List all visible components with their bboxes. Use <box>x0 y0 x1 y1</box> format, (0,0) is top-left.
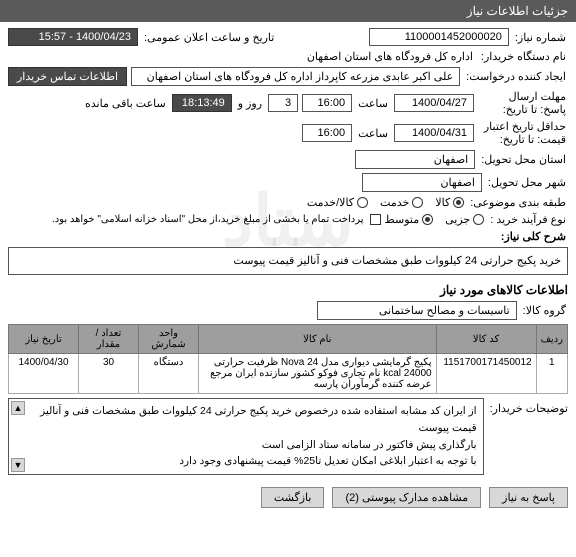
desc-value: خرید پکیج حرارتی 24 کیلووات طبق مشخصات ف… <box>233 255 561 267</box>
buyer-note-line-3: با توجه به اعتبار ابلاغی امکان تعدیل تا2… <box>29 453 477 470</box>
section-header: جزئیات اطلاعات نیاز <box>0 0 576 22</box>
category-radio-group: کالا خدمت کالا/خدمت <box>307 196 464 209</box>
process-radio-group: جزیی متوسط <box>385 213 485 226</box>
col-unit: واحد شمارش <box>139 325 199 354</box>
cell-name: پکیج گرمایشی دیواری مدل Nova 24 ظرفیت حر… <box>199 354 437 394</box>
radio-mid-icon <box>422 214 433 225</box>
col-code: کد کالا <box>436 325 536 354</box>
need-number-label: شماره نیاز: <box>513 31 568 44</box>
back-button[interactable]: بازگشت <box>261 487 325 508</box>
creator-label: ایجاد کننده درخواست: <box>464 70 568 83</box>
process-note: پرداخت تمام یا بخشی از مبلغ خرید،از محل … <box>50 214 366 225</box>
time-label-2: ساعت <box>356 127 390 140</box>
cell-index: 1 <box>536 354 567 394</box>
desc-box: خرید پکیج حرارتی 24 کیلووات طبق مشخصات ف… <box>8 247 568 275</box>
radio-low-label: جزیی <box>445 213 470 226</box>
radio-mid-label: متوسط <box>385 213 420 226</box>
remain-time: 18:13:49 <box>172 94 232 112</box>
radio-low-icon <box>473 214 484 225</box>
radio-goods[interactable]: کالا <box>435 196 464 209</box>
remain-suffix: ساعت باقی مانده <box>83 97 168 110</box>
buyer-org-value: اداره کل فرودگاه های استان اصفهان <box>305 50 475 63</box>
col-date: تاریخ نیاز <box>9 325 79 354</box>
group-label: گروه کالا: <box>521 304 568 317</box>
city-value: اصفهان <box>362 173 482 192</box>
scroll-up-icon[interactable]: ▲ <box>11 401 25 415</box>
buyer-notes-label: توضیحات خریدار: <box>490 398 568 475</box>
deadline-send-time: 16:00 <box>302 94 352 112</box>
col-qty: تعداد / مقدار <box>79 325 139 354</box>
radio-mid[interactable]: متوسط <box>385 213 434 226</box>
scroll-down-icon[interactable]: ▼ <box>11 458 25 472</box>
price-valid-label: حداقل تاریخ اعتبار قیمت: تا تاریخ: <box>478 120 568 146</box>
radio-service[interactable]: خدمت <box>380 196 423 209</box>
contact-button[interactable]: اطلاعات تماس خریدار <box>8 67 127 86</box>
buyer-note-line-2: بارگذاری پیش فاکتور در سامانه ستاد الزام… <box>29 437 477 454</box>
radio-both-icon <box>357 197 368 208</box>
items-table: ردیف کد کالا نام کالا واحد شمارش تعداد /… <box>8 324 568 394</box>
deadline-send-date: 1400/04/27 <box>394 94 474 112</box>
buyer-notes-box: ▲ ▼ از ایران کد مشابه استفاده شده درخصوص… <box>8 398 484 475</box>
col-name: نام کالا <box>199 325 437 354</box>
cell-code: 1151700171450012 <box>436 354 536 394</box>
items-section-title: اطلاعات کالاهای مورد نیاز <box>0 279 576 301</box>
cell-qty: 30 <box>79 354 139 394</box>
radio-goods-icon <box>453 197 464 208</box>
radio-service-icon <box>412 197 423 208</box>
remain-days-value: 3 <box>268 94 298 112</box>
category-label: طبقه بندی موضوعی: <box>468 196 568 209</box>
price-valid-time: 16:00 <box>302 124 352 142</box>
radio-goods-label: کالا <box>435 196 450 209</box>
footer-bar: پاسخ به نیاز مشاهده مدارک پیوستی (2) باز… <box>0 479 576 516</box>
remain-days-label: روز و <box>236 97 264 110</box>
group-value: تاسیسات و مصالح ساختمانی <box>317 301 517 320</box>
cell-date: 1400/04/30 <box>9 354 79 394</box>
col-index: ردیف <box>536 325 567 354</box>
province-value: اصفهان <box>355 150 475 169</box>
radio-both-label: کالا/خدمت <box>307 196 354 209</box>
city-label: شهر محل تحویل: <box>486 176 568 189</box>
radio-low[interactable]: جزیی <box>445 213 484 226</box>
table-row: 1 1151700171450012 پکیج گرمایشی دیواری م… <box>9 354 568 394</box>
creator-value: علی اکبر عابدی مزرعه کاپرداز اداره کل فر… <box>131 67 460 86</box>
buyer-note-line-1: از ایران کد مشابه استفاده شده درخصوص خری… <box>29 403 477 437</box>
radio-service-label: خدمت <box>380 196 409 209</box>
announce-value: 1400/04/23 - 15:57 <box>8 28 138 46</box>
treasury-checkbox[interactable] <box>370 214 381 225</box>
cell-unit: دستگاه <box>139 354 199 394</box>
attachments-button[interactable]: مشاهده مدارک پیوستی (2) <box>332 487 481 508</box>
price-valid-date: 1400/04/31 <box>394 124 474 142</box>
deadline-send-label: مهلت ارسال پاسخ: تا تاریخ: <box>478 90 568 116</box>
process-label: نوع فرآیند خرید : <box>488 213 568 226</box>
header-title: جزئیات اطلاعات نیاز <box>467 4 568 18</box>
need-number-value: 1100001452000020 <box>369 28 509 46</box>
reply-button[interactable]: پاسخ به نیاز <box>489 487 568 508</box>
desc-label: شرح کلی نیاز: <box>499 230 568 243</box>
radio-both[interactable]: کالا/خدمت <box>307 196 368 209</box>
buyer-org-label: نام دستگاه خریدار: <box>479 50 568 63</box>
time-label-1: ساعت <box>356 97 390 110</box>
announce-label: تاریخ و ساعت اعلان عمومی: <box>142 31 276 44</box>
province-label: استان محل تحویل: <box>479 153 568 166</box>
